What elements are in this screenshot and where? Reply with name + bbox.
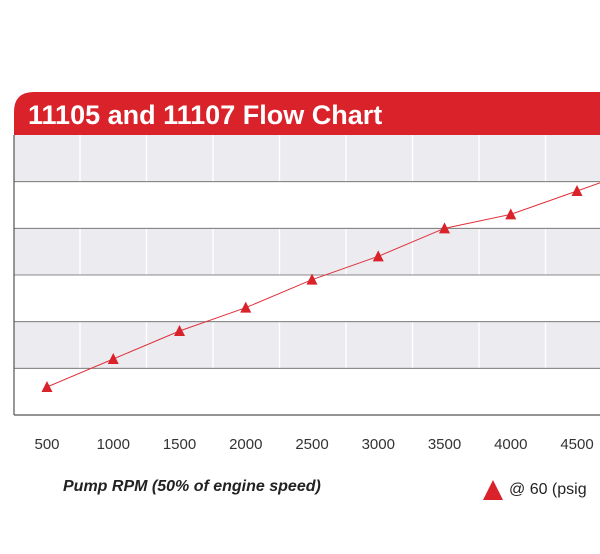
- series-line: [46, 182, 600, 388]
- data-point-triangle: [41, 381, 53, 392]
- legend-label: @ 60 (psig: [509, 481, 587, 498]
- x-axis-label: Pump RPM (50% of engine speed): [63, 478, 321, 495]
- plot-band: [14, 135, 600, 182]
- data-point-triangle: [505, 208, 517, 220]
- data-point-triangle: [306, 273, 318, 285]
- horizontal-gridlines: [14, 181, 600, 369]
- x-tick-label: 1500: [163, 436, 196, 453]
- plot-band: [14, 275, 600, 322]
- x-tick-label: 500: [34, 436, 59, 453]
- x-tick-label: 4500: [560, 436, 593, 453]
- x-tick-label: 3500: [428, 436, 461, 453]
- chart-title: 11105 and 11107 Flow Chart: [28, 100, 382, 130]
- legend: @ 60 (psig: [483, 480, 587, 500]
- x-tick-label: 4000: [494, 436, 527, 453]
- plot-band: [14, 228, 600, 275]
- plot-band: [14, 181, 600, 229]
- x-tick-label: 3000: [362, 436, 395, 453]
- data-point-triangle: [240, 301, 252, 313]
- x-tick-label: 2000: [229, 436, 262, 453]
- x-tick-label: 1000: [97, 436, 130, 453]
- x-tick-label: 2500: [295, 436, 328, 453]
- data-point-triangle: [174, 325, 185, 336]
- data-point-triangle: [439, 222, 450, 234]
- data-point-triangle: [372, 250, 384, 262]
- legend-triangle-icon: [483, 480, 503, 500]
- data-point-triangle: [107, 353, 119, 364]
- x-tick-labels: 500 1000 1500 2000 2500 3000 3500 4000 4500: [34, 436, 593, 453]
- title-bar: [14, 92, 600, 135]
- series-markers: [41, 185, 583, 392]
- plot-band: [14, 321, 600, 369]
- plot-band: [14, 368, 600, 415]
- data-point-triangle: [571, 185, 583, 196]
